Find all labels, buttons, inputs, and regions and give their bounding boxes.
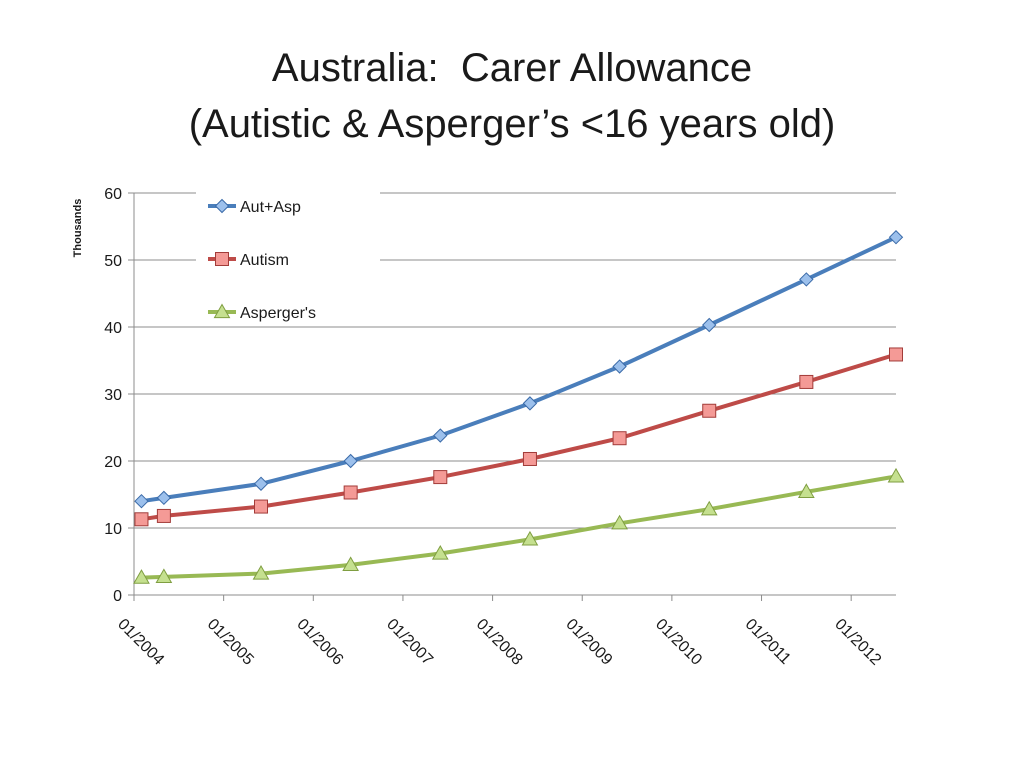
y-tick-label: 40 (104, 320, 122, 337)
data-point-aut-asp (799, 272, 814, 287)
x-tick-label: 01/2004 (114, 616, 167, 669)
x-tick-label: 01/2008 (473, 616, 526, 669)
data-point-autism (522, 451, 537, 466)
data-point-aut-asp (888, 230, 904, 245)
data-point-aut-asp (253, 476, 269, 491)
data-point-autism (156, 508, 171, 523)
chart-title: Australia: Carer Allowance (271, 46, 753, 90)
chart-title-block: Australia: Carer Allowance (Autistic & A… (0, 40, 1024, 152)
legend-marker-aut-asp (214, 198, 230, 214)
series-lines (139, 235, 898, 580)
legend-label-asperger-s: Asperger's (240, 305, 316, 322)
y-tick-label: 30 (104, 387, 122, 404)
data-point-aut-asp (156, 490, 172, 506)
chart-subtitle: (Autistic & Asperger’s <16 years old) (188, 102, 836, 146)
data-point-asperger-s (700, 500, 718, 516)
data-point-asperger-s (155, 568, 173, 584)
data-point-autism (433, 470, 448, 485)
y-tick-label: 10 (104, 521, 122, 538)
data-point-autism (343, 485, 358, 500)
data-point-asperger-s (342, 556, 360, 571)
data-point-aut-asp (702, 317, 717, 333)
data-point-autism (799, 374, 814, 389)
data-point-aut-asp (343, 453, 358, 469)
legend-label-aut-asp: Aut+Asp (240, 199, 301, 216)
series-line-autism (139, 352, 898, 522)
y-tick-label: 20 (104, 454, 122, 471)
x-tick-label: 01/2012 (831, 616, 884, 669)
series-line-asperger-s (139, 474, 898, 580)
series-markers (133, 230, 905, 584)
y-axis-label: Thousands (72, 199, 84, 258)
data-point-asperger-s (611, 514, 628, 530)
data-point-asperger-s (887, 467, 905, 483)
y-tick-label: 0 (113, 588, 122, 605)
x-axis-ticks: 01/2004 01/2005 01/2006 01/2007 01/2008 01/20… (114, 595, 884, 669)
x-tick-label: 01/2005 (204, 616, 257, 669)
y-axis-ticks: 0 10 20 30 40 50 60 (104, 186, 134, 605)
data-point-autism (134, 512, 149, 527)
legend-marker-asperger-s (213, 303, 231, 319)
y-tick-label: 60 (104, 186, 122, 203)
data-point-aut-asp (612, 359, 627, 374)
x-tick-label: 01/2007 (383, 616, 436, 669)
data-point-autism (889, 347, 903, 362)
x-tick-label: 01/2006 (293, 616, 346, 669)
data-point-asperger-s (133, 569, 150, 584)
series-line-aut-asp (139, 235, 898, 504)
y-tick-label: 50 (104, 253, 122, 270)
data-point-asperger-s (431, 544, 449, 560)
legend-marker-autism (215, 252, 229, 266)
x-tick-label: 01/2009 (562, 616, 615, 669)
data-point-asperger-s (521, 530, 539, 546)
data-point-aut-asp (522, 396, 538, 411)
data-point-autism (254, 499, 268, 514)
x-tick-label: 01/2011 (742, 616, 794, 668)
data-point-aut-asp (433, 428, 448, 443)
data-point-autism (702, 403, 717, 418)
data-point-asperger-s (797, 483, 815, 498)
data-point-asperger-s (252, 565, 270, 580)
data-point-autism (612, 431, 627, 446)
x-tick-label: 01/2010 (652, 616, 705, 669)
legend: Aut+Asp Autism Asperger's (208, 198, 316, 322)
data-point-aut-asp (134, 493, 149, 509)
legend-label-autism: Autism (240, 252, 289, 269)
